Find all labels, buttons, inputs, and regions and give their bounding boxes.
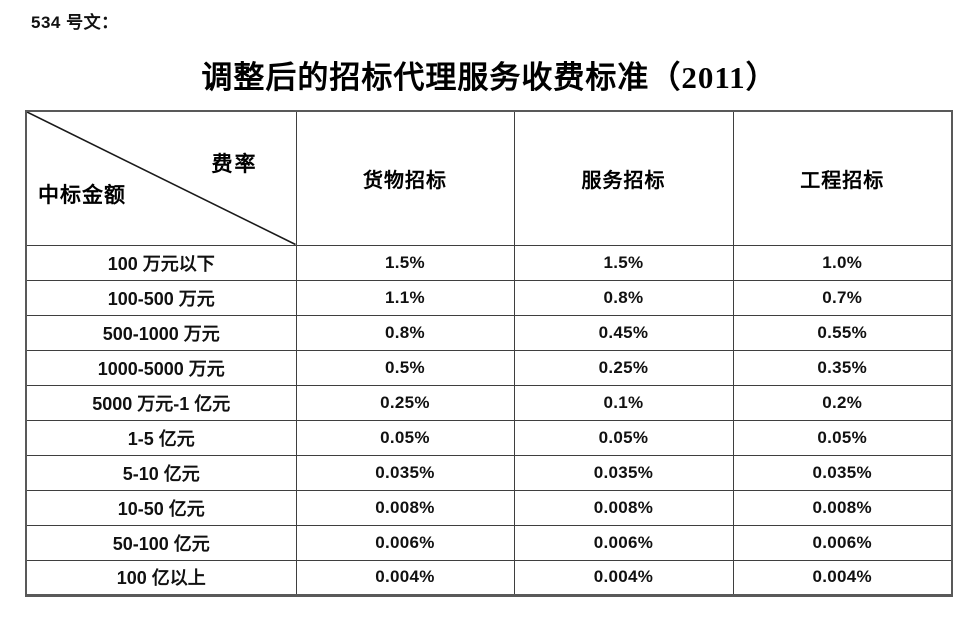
rate-cell: 0.45%	[513, 314, 734, 351]
rate-cell: 0.004%	[732, 559, 953, 596]
rate-cell: 0.008%	[513, 489, 734, 526]
rate-cell: 0.25%	[295, 384, 515, 421]
row-label: 1-5 亿元	[25, 419, 297, 456]
rate-cell: 0.7%	[732, 279, 953, 316]
column-header-goods-tender: 货物招标	[295, 110, 515, 246]
rate-cell: 0.05%	[513, 419, 734, 456]
rate-cell: 0.035%	[513, 454, 734, 491]
table-row: 50-100 亿元 0.006% 0.006% 0.006%	[25, 524, 953, 561]
rate-cell: 0.004%	[295, 559, 515, 596]
rate-cell: 0.006%	[295, 524, 515, 561]
table-row: 10-50 亿元 0.008% 0.008% 0.008%	[25, 489, 953, 526]
header-row: 费率 中标金额 货物招标 服务招标 工程招标	[25, 110, 953, 246]
corner-label-rate: 费率	[211, 152, 258, 176]
row-label: 500-1000 万元	[25, 314, 297, 351]
row-label: 100 亿以上	[25, 559, 297, 596]
rate-cell: 1.5%	[513, 244, 734, 281]
row-label: 1000-5000 万元	[25, 349, 297, 386]
rate-cell: 0.05%	[295, 419, 515, 456]
row-label: 5-10 亿元	[25, 454, 297, 491]
fee-rate-table: 费率 中标金额 货物招标 服务招标 工程招标 100 万元以下 1.5% 1.5% 1…	[25, 110, 953, 597]
table-row: 1-5 亿元 0.05% 0.05% 0.05%	[25, 419, 953, 456]
row-label: 10-50 亿元	[25, 489, 297, 526]
rate-cell: 0.035%	[295, 454, 515, 491]
rate-cell: 0.05%	[732, 419, 953, 456]
rate-cell: 0.35%	[732, 349, 953, 386]
table-row: 1000-5000 万元 0.5% 0.25% 0.35%	[25, 349, 953, 386]
diagonal-corner-cell: 费率 中标金额	[25, 110, 297, 246]
rate-cell: 0.8%	[513, 279, 734, 316]
diagonal-divider-line	[27, 112, 296, 245]
doc-number-label: 534 号文：	[31, 13, 119, 32]
rate-cell: 0.035%	[732, 454, 953, 491]
rate-cell: 1.0%	[732, 244, 953, 281]
table-row: 5000 万元-1 亿元 0.25% 0.1% 0.2%	[25, 384, 953, 421]
table-row: 100 亿以上 0.004% 0.004% 0.004%	[25, 559, 953, 596]
column-header-engineering-tender: 工程招标	[732, 110, 953, 246]
rate-cell: 0.25%	[513, 349, 734, 386]
rate-cell: 1.1%	[295, 279, 515, 316]
row-label: 5000 万元-1 亿元	[25, 384, 297, 421]
rate-cell: 0.008%	[295, 489, 515, 526]
page-title: 调整后的招标代理服务收费标准（2011）	[201, 60, 778, 95]
fee-table-body: 100 万元以下 1.5% 1.5% 1.0% 100-500 万元 1.1% 0.8% 0.…	[25, 244, 953, 596]
row-label: 100 万元以下	[25, 244, 297, 281]
corner-label-bid-amount: 中标金额	[38, 182, 126, 207]
rate-cell: 1.5%	[295, 244, 515, 281]
rate-cell: 0.004%	[513, 559, 734, 596]
rate-cell: 0.2%	[732, 384, 953, 421]
row-label: 50-100 亿元	[25, 524, 297, 561]
rate-cell: 0.1%	[513, 384, 734, 421]
table-row: 500-1000 万元 0.8% 0.45% 0.55%	[25, 314, 953, 351]
rate-cell: 0.5%	[295, 349, 515, 386]
table-row: 5-10 亿元 0.035% 0.035% 0.035%	[25, 454, 953, 491]
rate-cell: 0.8%	[295, 314, 515, 351]
rate-cell: 0.008%	[732, 489, 953, 526]
column-header-service-tender: 服务招标	[513, 110, 734, 246]
rate-cell: 0.55%	[732, 314, 953, 351]
table-row: 100 万元以下 1.5% 1.5% 1.0%	[25, 244, 953, 281]
rate-cell: 0.006%	[732, 524, 953, 561]
row-label: 100-500 万元	[25, 279, 297, 316]
table-row: 100-500 万元 1.1% 0.8% 0.7%	[25, 279, 953, 316]
rate-cell: 0.006%	[513, 524, 734, 561]
